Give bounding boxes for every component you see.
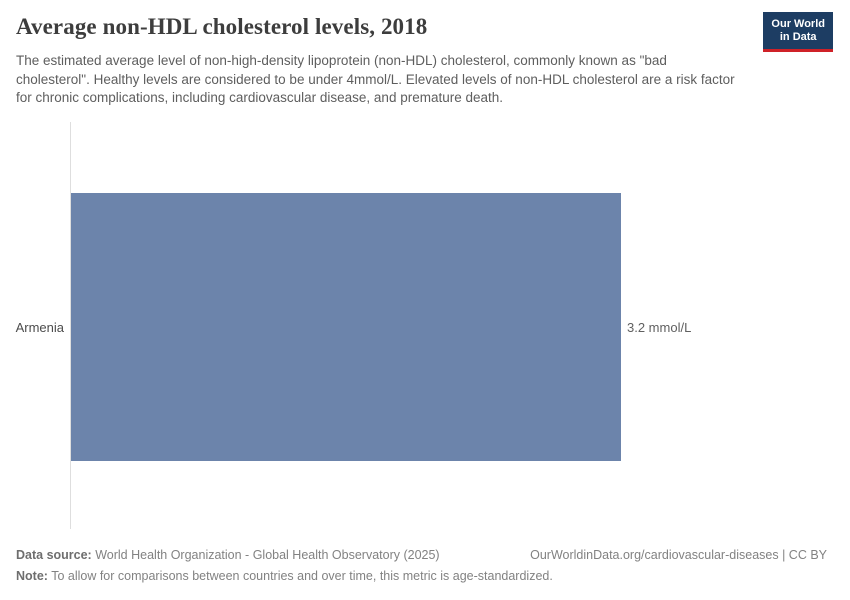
chart-subtitle: The estimated average level of non-high-… xyxy=(16,53,735,105)
chart-title: Average non-HDL cholesterol levels, 2018 xyxy=(16,14,428,39)
note-label: Note: xyxy=(16,569,48,583)
data-source-label: Data source: xyxy=(16,548,92,562)
entity-label-armenia: Armenia xyxy=(15,320,64,335)
y-axis-line xyxy=(70,122,71,529)
footer-url[interactable]: OurWorldinData.org/cardiovascular-diseas… xyxy=(530,548,827,562)
data-source-text: World Health Organization - Global Healt… xyxy=(95,548,440,562)
owid-logo[interactable]: Our World in Data xyxy=(763,12,833,52)
footer-data-source: Data source: World Health Organization -… xyxy=(16,548,440,562)
owid-logo-line2: in Data xyxy=(779,31,817,43)
footer-note: Note: To allow for comparisons between c… xyxy=(16,569,553,583)
value-label-armenia: 3.2 mmol/L xyxy=(627,320,692,335)
note-text: To allow for comparisons between countri… xyxy=(51,569,553,583)
owid-logo-line1: Our World xyxy=(771,18,825,30)
bar-armenia[interactable] xyxy=(71,193,621,461)
